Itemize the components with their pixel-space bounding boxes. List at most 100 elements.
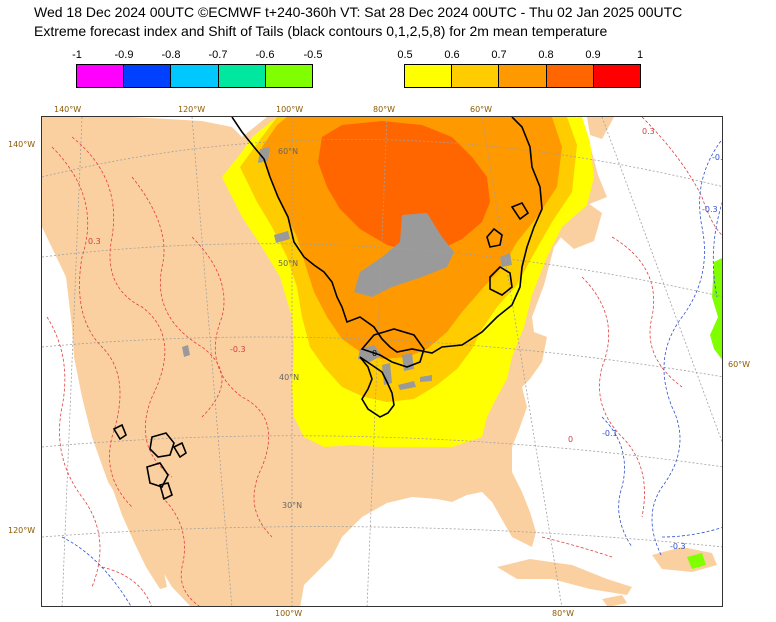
legend-swatch [593,65,641,87]
contour-label: -0.1 [712,153,723,162]
lon-label: 120°W [178,105,206,114]
efi-region-negative [687,553,706,569]
contour [61,536,132,606]
legend-label: 0.6 [444,49,460,61]
contour-label: 0 [568,435,574,444]
lake [500,253,512,267]
sot-contour [146,462,169,488]
graticule [42,117,722,606]
contour [651,139,722,558]
great-salt-lake [182,345,190,357]
sot-contour [112,423,127,441]
legend-label: -1 [72,49,82,61]
lat-label: 60°N [278,147,299,156]
legend-swatch [405,65,453,87]
contour [71,136,173,478]
legend-label: 1 [636,49,644,61]
sot-contour [149,432,175,458]
legend-swatch [499,65,547,87]
sot-contour [510,202,530,221]
efi-region-0.8 [318,121,490,252]
land-cuba [497,559,632,595]
legend-label: 0.7 [491,49,507,61]
chart-title-line-1: Wed 18 Dec 2024 00UTC ©ECMWF t+240-360h … [34,4,683,20]
efi-region-negative [710,258,722,360]
contour [101,566,152,606]
sot-contour [360,328,425,368]
contour [161,496,200,606]
contour [712,202,722,298]
legend-swatch [218,65,266,87]
contour [131,176,223,418]
sot-contour-0 [231,117,543,354]
contour-label: -0.3 [702,205,718,214]
legend-swatch [452,65,500,87]
map-canvas [42,117,722,606]
chart-title-line-2: Extreme forecast index and Shift of Tail… [34,23,608,39]
legend-label: -0.6 [255,49,275,61]
sot-contour [159,482,173,501]
legend-bar-positive [404,64,641,88]
contour-label: 0.3 [88,237,101,246]
contour-label: 0 [372,349,378,358]
lon-label: 60°W [470,105,493,114]
contour [191,236,273,538]
sot-contour [172,441,187,459]
contours-negative [61,139,722,606]
legend-label: 0.5 [397,49,413,61]
legend-swatch [171,65,219,87]
lake-michigan [382,363,392,385]
contours-sot [112,117,543,501]
lon-label: 80°W [552,609,575,618]
contour-label: 0.3 [642,127,655,136]
contour-label: -0.3 [670,542,686,551]
legend-label: -0.7 [208,49,228,61]
graticule-line [42,138,722,187]
legend-label: -0.8 [161,49,181,61]
sot-contour [489,265,513,296]
graticule-line [42,243,722,297]
lon-label: 100°W [275,609,303,618]
legend-label: 0.9 [585,49,601,61]
great-bear-lake [258,147,270,163]
graticule-line [61,117,83,606]
lake-huron [402,353,414,371]
land-baja [112,485,167,589]
lon-label: 80°W [373,105,396,114]
lake-ontario [420,375,432,382]
graticule-line [366,117,388,606]
contour-label: -0.1 [602,429,618,438]
lon-label: 60°W [728,360,751,369]
contour [611,236,683,388]
lat-label: 30°N [282,501,303,510]
legend-swatch [77,65,125,87]
lake-winnipeg [274,231,290,243]
sot-contour [359,356,395,418]
contour [51,146,133,508]
hudson-bay [354,213,454,297]
legend-swatch [546,65,594,87]
legend-label: -0.9 [114,49,134,61]
contour [46,316,101,588]
lon-label: 120°W [8,526,36,535]
legend-label: 0.8 [538,49,554,61]
graticule-line [481,117,563,606]
contour [601,416,633,548]
contour [541,536,613,558]
land-northeast [587,117,614,139]
contours-positive [46,117,722,606]
legend-swatch [265,65,313,87]
contour [661,527,722,538]
lon-label: 140°W [8,140,36,149]
lon-label: 140°W [54,105,82,114]
land-jamaica [602,595,627,606]
lake-erie [398,381,416,390]
lat-label: 50°N [278,259,299,268]
efi-map: 60°N 50°N 40°N 30°N 0.3 -0.3 -0.3 0 -0.1… [41,116,723,607]
legend-bar-negative [76,64,313,88]
lon-label: 100°W [276,105,304,114]
legend-label: -0.5 [303,49,323,61]
contour-label: -0.3 [230,345,246,354]
legend-swatch [124,65,172,87]
graticule-line [601,117,722,443]
